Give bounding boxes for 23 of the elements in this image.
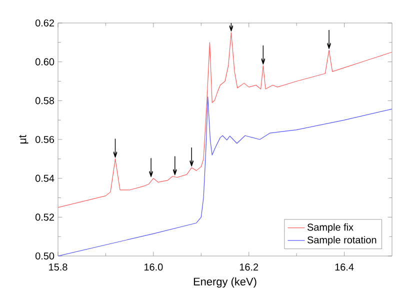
annotation: ↓: [327, 30, 331, 49]
line-series: [58, 96, 392, 256]
y-tick-label: 0.54: [35, 174, 54, 182]
y-tick-label: 0.62: [35, 19, 54, 27]
y-axis-title: μt: [19, 134, 28, 144]
y-tick-label: 0.52: [35, 214, 54, 221]
y-tick-label: 0.60: [35, 58, 54, 66]
x-axis-title: Energy (keV): [194, 277, 256, 288]
annotation: ↓: [190, 147, 194, 166]
legend-label: Sample fix: [307, 223, 354, 233]
line-series: [58, 32, 392, 208]
annotation: ↓: [113, 138, 118, 158]
annotation: ↓: [261, 46, 266, 65]
annotation: ↓: [149, 158, 153, 178]
x-tick-label: 16.2: [240, 264, 258, 271]
x-tick-label: 16.0: [144, 264, 163, 271]
y-tick-label: 0.58: [35, 97, 54, 104]
y-tick-label: 0.56: [35, 136, 54, 144]
annotation: ↓: [172, 156, 177, 176]
x-tick-label: 16.4: [335, 264, 354, 271]
x-tick-label: 15.8: [49, 264, 68, 271]
y-tick-label: 0.50: [35, 252, 54, 260]
legend-label: Sample rotation: [307, 236, 376, 246]
